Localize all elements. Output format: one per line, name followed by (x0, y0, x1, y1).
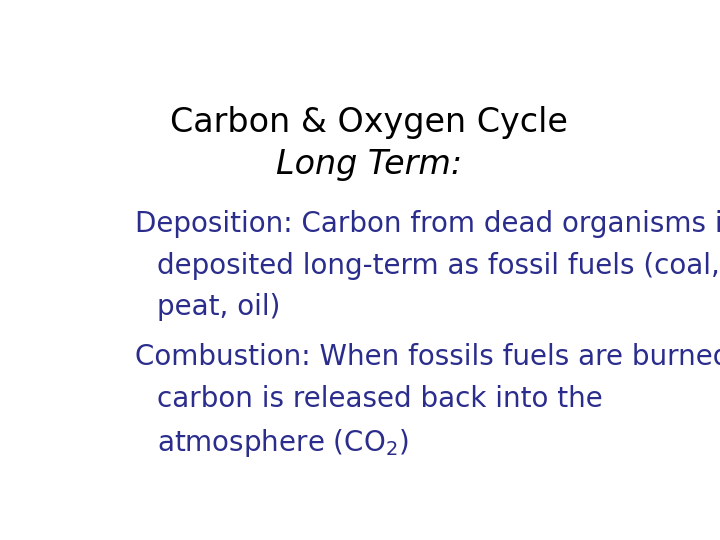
Text: Carbon & Oxygen Cycle: Carbon & Oxygen Cycle (170, 106, 568, 139)
Text: carbon is released back into the: carbon is released back into the (157, 385, 603, 413)
Text: peat, oil): peat, oil) (157, 294, 280, 321)
Text: Deposition: Carbon from dead organisms is: Deposition: Carbon from dead organisms i… (135, 210, 720, 238)
Text: atmosphere (CO$_2$): atmosphere (CO$_2$) (157, 427, 409, 458)
Text: deposited long-term as fossil fuels (coal,: deposited long-term as fossil fuels (coa… (157, 252, 720, 280)
Text: Combustion: When fossils fuels are burned,: Combustion: When fossils fuels are burne… (135, 343, 720, 372)
Text: Long Term:: Long Term: (276, 148, 462, 181)
